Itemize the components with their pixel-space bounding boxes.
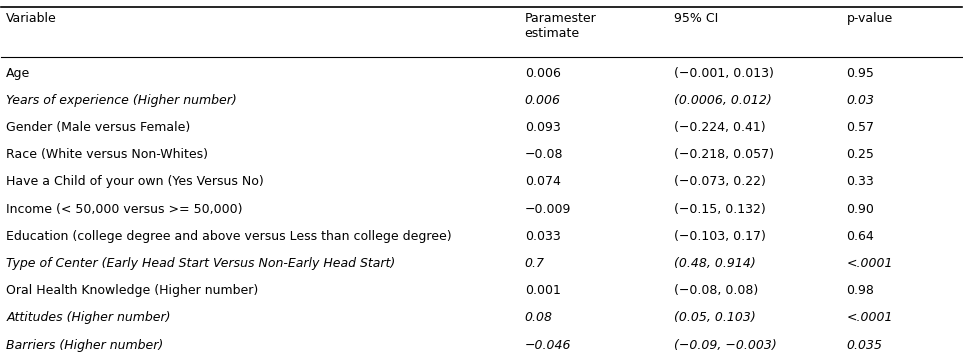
Text: (−0.073, 0.22): (−0.073, 0.22) [673, 176, 766, 188]
Text: (−0.224, 0.41): (−0.224, 0.41) [673, 121, 766, 134]
Text: (−0.001, 0.013): (−0.001, 0.013) [673, 67, 773, 80]
Text: <.0001: <.0001 [846, 312, 893, 324]
Text: p-value: p-value [846, 12, 893, 25]
Text: Age: Age [6, 67, 31, 80]
Text: 0.7: 0.7 [525, 257, 545, 270]
Text: 0.03: 0.03 [846, 94, 874, 107]
Text: (−0.09, −0.003): (−0.09, −0.003) [673, 339, 776, 352]
Text: 0.33: 0.33 [846, 176, 874, 188]
Text: 0.006: 0.006 [525, 67, 560, 80]
Text: Barriers (Higher number): Barriers (Higher number) [6, 339, 164, 352]
Text: −0.046: −0.046 [525, 339, 571, 352]
Text: 0.64: 0.64 [846, 230, 874, 243]
Text: (−0.218, 0.057): (−0.218, 0.057) [673, 148, 773, 161]
Text: 0.57: 0.57 [846, 121, 874, 134]
Text: Have a Child of your own (Yes Versus No): Have a Child of your own (Yes Versus No) [6, 176, 264, 188]
Text: 0.006: 0.006 [525, 94, 560, 107]
Text: Variable: Variable [6, 12, 57, 25]
Text: (−0.08, 0.08): (−0.08, 0.08) [673, 284, 758, 297]
Text: 0.093: 0.093 [525, 121, 560, 134]
Text: Education (college degree and above versus Less than college degree): Education (college degree and above vers… [6, 230, 452, 243]
Text: Attitudes (Higher number): Attitudes (Higher number) [6, 312, 170, 324]
Text: (0.05, 0.103): (0.05, 0.103) [673, 312, 755, 324]
Text: 0.08: 0.08 [525, 312, 553, 324]
Text: (0.0006, 0.012): (0.0006, 0.012) [673, 94, 771, 107]
Text: Gender (Male versus Female): Gender (Male versus Female) [6, 121, 191, 134]
Text: Years of experience (Higher number): Years of experience (Higher number) [6, 94, 237, 107]
Text: <.0001: <.0001 [846, 257, 893, 270]
Text: Income (< 50,000 versus >= 50,000): Income (< 50,000 versus >= 50,000) [6, 203, 243, 216]
Text: 0.033: 0.033 [525, 230, 560, 243]
Text: 0.95: 0.95 [846, 67, 874, 80]
Text: 95% CI: 95% CI [673, 12, 717, 25]
Text: Type of Center (Early Head Start Versus Non-Early Head Start): Type of Center (Early Head Start Versus … [6, 257, 396, 270]
Text: 0.001: 0.001 [525, 284, 560, 297]
Text: 0.074: 0.074 [525, 176, 560, 188]
Text: 0.98: 0.98 [846, 284, 874, 297]
Text: 0.035: 0.035 [846, 339, 882, 352]
Text: (−0.15, 0.132): (−0.15, 0.132) [673, 203, 766, 216]
Text: 0.25: 0.25 [846, 148, 874, 161]
Text: Oral Health Knowledge (Higher number): Oral Health Knowledge (Higher number) [6, 284, 258, 297]
Text: −0.009: −0.009 [525, 203, 571, 216]
Text: −0.08: −0.08 [525, 148, 563, 161]
Text: (0.48, 0.914): (0.48, 0.914) [673, 257, 755, 270]
Text: (−0.103, 0.17): (−0.103, 0.17) [673, 230, 766, 243]
Text: Paramester
estimate: Paramester estimate [525, 12, 596, 40]
Text: Race (White versus Non-Whites): Race (White versus Non-Whites) [6, 148, 208, 161]
Text: 0.90: 0.90 [846, 203, 874, 216]
